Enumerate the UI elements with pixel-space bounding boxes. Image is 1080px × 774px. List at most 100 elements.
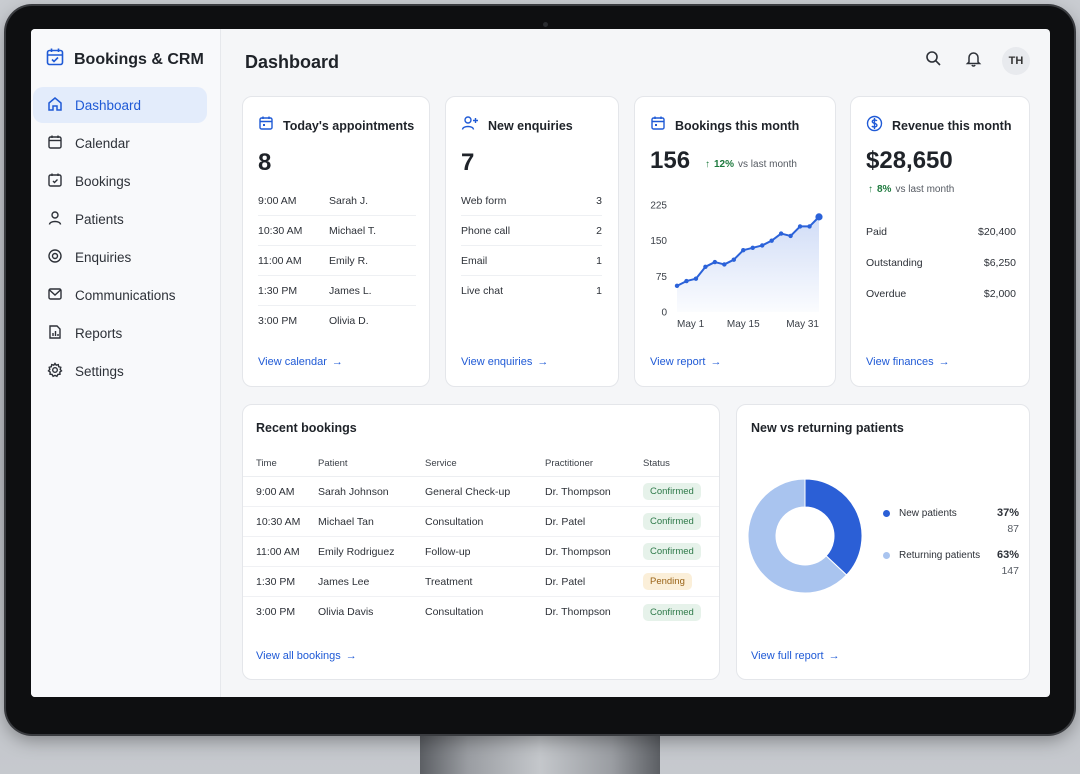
card-header: Bookings this month — [650, 115, 799, 136]
card-title: Recent bookings — [256, 421, 357, 435]
chart-point[interactable] — [712, 259, 718, 265]
view-enquiries-link[interactable]: View enquiries → — [461, 356, 549, 368]
sidebar-item-label: Enquiries — [75, 249, 132, 265]
monitor-stand — [420, 730, 660, 774]
card-title: Bookings this month — [675, 118, 800, 133]
chart-point[interactable] — [769, 238, 774, 243]
card-title: Today's appointments — [283, 118, 415, 133]
sidebar-item-patients[interactable]: Patients — [33, 201, 207, 237]
home-icon — [47, 96, 63, 115]
dollar-icon — [866, 115, 883, 137]
sidebar: Bookings & CRM Dashboard Calendar Bookin… — [31, 29, 221, 697]
status-badge: Confirmed — [643, 483, 701, 500]
brand[interactable]: Bookings & CRM — [45, 47, 204, 72]
bell-icon — [965, 50, 982, 72]
x-tick-label: May 1 — [677, 319, 705, 330]
legend-pct: 37% — [996, 507, 1019, 519]
legend-pct: 63% — [996, 549, 1019, 561]
view-calendar-link[interactable]: View calendar → — [258, 356, 343, 368]
chart-point[interactable] — [760, 243, 765, 248]
search-icon — [925, 50, 942, 72]
card-header: New enquiries — [461, 115, 573, 136]
list-item[interactable]: Web form 3 — [461, 186, 602, 216]
calendar-icon — [47, 134, 63, 153]
status-badge: Confirmed — [643, 603, 701, 621]
view-finances-link[interactable]: View finances → — [866, 356, 950, 368]
chart-point[interactable] — [703, 264, 708, 270]
chart-point[interactable] — [693, 276, 699, 281]
y-tick-label: 75 — [656, 272, 668, 283]
card-title: New enquiries — [488, 118, 573, 133]
list-item[interactable]: 3:00 PM Olivia D. — [258, 315, 369, 327]
status-badge: Confirmed — [643, 513, 701, 530]
list-item[interactable]: 9:00 AM Sarah J. — [258, 186, 416, 216]
search-button[interactable] — [922, 50, 944, 72]
status-badge: Pending — [643, 573, 692, 590]
arrow-right-icon: → — [710, 356, 722, 368]
sidebar-item-settings[interactable]: Settings — [33, 353, 207, 389]
list-item[interactable]: 1:30 PM James L. — [258, 276, 416, 306]
revenue-amount: $28,650 — [866, 147, 953, 174]
list-item[interactable]: Live chat 1 — [461, 285, 602, 297]
list-item[interactable]: Email 1 — [461, 246, 602, 276]
sidebar-item-calendar[interactable]: Calendar — [33, 125, 207, 161]
table-row[interactable]: 1:30 PM James Lee Treatment Dr. Patel Pe… — [243, 567, 719, 597]
view-all-bookings-link[interactable]: View all bookings → — [256, 650, 357, 662]
arrow-right-icon: → — [938, 356, 950, 368]
view-report-link[interactable]: View report → — [650, 356, 722, 368]
table-row[interactable]: 9:00 AM Sarah Johnson General Check-up D… — [243, 477, 719, 507]
card-header: Revenue this month — [866, 115, 1011, 137]
appointments-list: 9:00 AM Sarah J. 10:30 AM Michael T. 11:00… — [258, 186, 416, 336]
sidebar-item-label: Communications — [75, 287, 176, 303]
revenue-card: Revenue this month $28,650 ↑ 8% vs last … — [850, 96, 1030, 387]
bookings-line-chart: 0 75 150 225 May 1 May 15 May 31 — [650, 201, 823, 330]
enquiries-card: New enquiries 7 Web form 3 Phone call 2 Em… — [445, 96, 619, 387]
legend-swatch — [883, 551, 890, 559]
arrow-right-icon: → — [537, 356, 549, 368]
header-actions: TH — [922, 47, 1030, 75]
table-row[interactable]: 10:30 AM Michael Tan Consultation Dr. Pa… — [243, 507, 719, 537]
donut-slice-returning[interactable] — [747, 478, 848, 594]
card-header: Today's appointments — [258, 115, 414, 136]
legend-item-new: New patients 37% — [883, 507, 1019, 519]
table-header: Time Patient Service Practitioner Status — [243, 451, 719, 477]
list-item[interactable]: 11:00 AM Emily R. — [258, 246, 416, 276]
avatar[interactable]: TH — [1002, 47, 1030, 75]
notifications-button[interactable] — [962, 50, 984, 72]
sidebar-item-bookings[interactable]: Bookings — [33, 163, 207, 199]
mail-icon — [47, 286, 63, 305]
x-tick-label: May 31 — [786, 319, 819, 330]
chart-point[interactable] — [741, 247, 746, 253]
list-item[interactable]: 10:30 AM Michael T. — [258, 216, 416, 246]
chart-point[interactable] — [731, 257, 736, 262]
view-full-report-link[interactable]: View full report → — [751, 650, 840, 662]
list-item: Overdue $2,000 — [866, 287, 1016, 300]
sidebar-item-communications[interactable]: Communications — [33, 277, 207, 313]
chart-point[interactable] — [750, 245, 755, 250]
booking-icon — [47, 172, 63, 191]
patients-donut-chart — [747, 478, 863, 594]
sidebar-item-enquiries[interactable]: Enquiries — [33, 239, 207, 275]
chart-point[interactable] — [722, 262, 727, 267]
person-icon — [47, 210, 63, 229]
bookings-table: Time Patient Service Practitioner Status… — [243, 451, 719, 627]
chart-point[interactable] — [788, 233, 793, 239]
arrow-right-icon: → — [828, 650, 840, 662]
table-row[interactable]: 11:00 AM Emily Rodriguez Follow-up Dr. T… — [243, 537, 719, 567]
chart-point[interactable] — [778, 231, 784, 236]
sidebar-item-dashboard[interactable]: Dashboard — [33, 87, 207, 123]
donut-slice-new[interactable] — [804, 478, 863, 576]
sidebar-item-label: Settings — [75, 363, 124, 379]
chart-point[interactable] — [797, 224, 803, 229]
calendar-icon — [650, 115, 666, 136]
arrow-right-icon: → — [345, 650, 357, 662]
table-row[interactable]: 3:00 PM Olivia Davis Consultation Dr. Th… — [243, 597, 719, 627]
chart-point[interactable] — [674, 283, 680, 289]
chart-point[interactable] — [684, 278, 689, 284]
list-item[interactable]: Phone call 2 — [461, 216, 602, 246]
card-title: New vs returning patients — [751, 421, 904, 435]
sidebar-item-reports[interactable]: Reports — [33, 315, 207, 351]
sidebar-nav: Dashboard Calendar Bookings Patients — [31, 87, 221, 391]
chart-point[interactable] — [815, 213, 823, 221]
chart-point[interactable] — [807, 224, 812, 229]
